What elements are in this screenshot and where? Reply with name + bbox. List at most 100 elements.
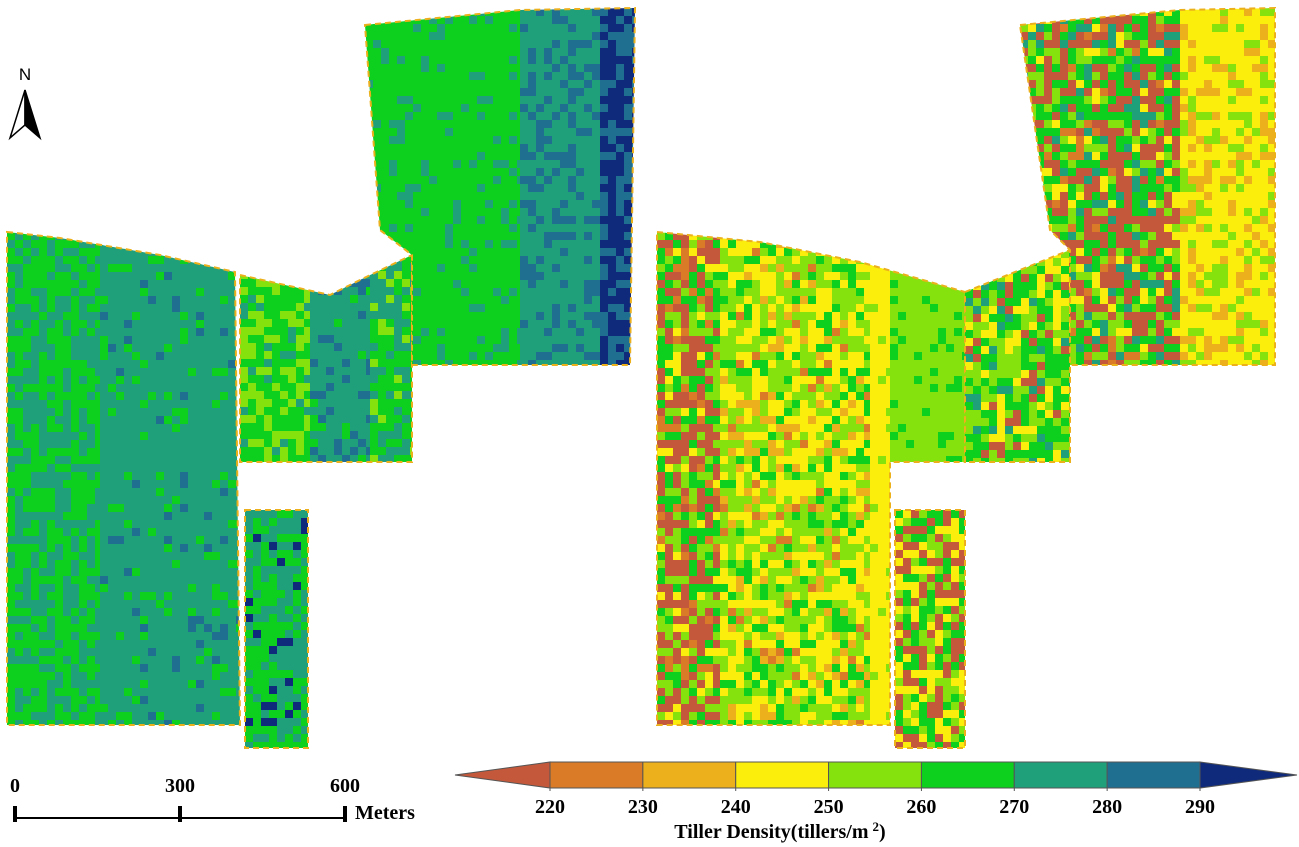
raster-cell: [132, 352, 141, 361]
raster-cell: [156, 656, 165, 665]
raster-cell: [373, 184, 382, 193]
raster-cell: [689, 600, 698, 609]
raster-cell: [673, 392, 682, 401]
raster-cell: [705, 440, 714, 449]
raster-cell: [421, 152, 430, 161]
raster-cell: [397, 64, 406, 73]
raster-cell: [164, 584, 173, 593]
raster-cell: [148, 280, 157, 289]
raster-cell: [657, 304, 666, 313]
raster-cell: [568, 352, 577, 361]
raster-cell: [245, 566, 254, 575]
raster-cell: [485, 184, 494, 193]
raster-cell: [140, 312, 149, 321]
raster-cell: [453, 272, 462, 281]
raster-cell: [310, 455, 319, 462]
raster-cell: [156, 440, 165, 449]
raster-cell: [47, 528, 56, 537]
raster-cell: [389, 80, 398, 89]
raster-cell: [592, 144, 601, 153]
raster-cell: [445, 160, 454, 169]
raster-cell: [657, 496, 666, 505]
raster-cell: [124, 632, 133, 641]
raster-cell: [429, 320, 438, 329]
raster-cell: [560, 224, 569, 233]
raster-cell: [87, 696, 96, 705]
raster-cell: [285, 510, 294, 519]
raster-cell: [713, 520, 722, 529]
raster-cell: [681, 640, 690, 649]
raster-cell: [148, 656, 157, 665]
raster-cell: [15, 376, 24, 385]
raster-cell: [180, 544, 189, 553]
raster-cell: [600, 96, 609, 105]
raster-cell: [15, 624, 24, 633]
raster-cell: [632, 344, 635, 353]
raster-cell: [140, 576, 149, 585]
raster-cell: [79, 336, 88, 345]
raster-cell: [212, 656, 221, 665]
raster-cell: [552, 64, 561, 73]
raster-cell: [705, 296, 714, 305]
raster-cell: [212, 576, 221, 585]
raster-cell: [705, 696, 714, 705]
raster-cell: [277, 710, 286, 719]
raster-cell: [689, 584, 698, 593]
raster-cell: [256, 303, 265, 312]
raster-cell: [405, 88, 414, 97]
raster-cell: [285, 566, 294, 575]
raster-cell: [453, 88, 462, 97]
raster-cell: [697, 640, 706, 649]
raster-cell: [269, 734, 278, 743]
raster-cell: [608, 88, 617, 97]
raster-cell: [405, 72, 414, 81]
raster-cell: [461, 360, 470, 365]
raster-cell: [520, 56, 529, 65]
raster-cell: [285, 702, 294, 711]
raster-cell: [509, 248, 518, 257]
raster-cell: [378, 439, 387, 448]
raster-cell: [100, 624, 109, 633]
raster-cell: [288, 455, 297, 462]
raster-cell: [616, 136, 625, 145]
raster-cell: [469, 160, 478, 169]
raster-cell: [261, 574, 270, 583]
raster-cell: [23, 352, 32, 361]
raster-cell: [536, 16, 545, 25]
raster-cell: [309, 614, 318, 623]
raster-cell: [373, 160, 382, 169]
raster-cell: [469, 232, 478, 241]
raster-cell: [23, 496, 32, 505]
raster-cell: [87, 264, 96, 273]
raster-cell: [236, 616, 240, 625]
raster-cell: [713, 376, 722, 385]
raster-cell: [720, 360, 729, 369]
raster-cell: [124, 720, 133, 725]
raster-cell: [256, 327, 265, 336]
raster-cell: [277, 702, 286, 711]
raster-cell: [63, 272, 72, 281]
raster-cell: [632, 256, 635, 265]
raster-cell: [47, 304, 56, 313]
raster-cell: [509, 80, 518, 89]
raster-cell: [437, 8, 446, 17]
raster-cell: [55, 680, 64, 689]
raster-cell: [608, 248, 617, 257]
raster-cell: [124, 616, 133, 625]
raster-cell: [394, 399, 403, 408]
raster-cell: [55, 632, 64, 641]
raster-cell: [55, 352, 64, 361]
raster-cell: [164, 496, 173, 505]
raster-cell: [736, 264, 745, 273]
raster-cell: [632, 72, 635, 81]
raster-cell: [461, 240, 470, 249]
raster-cell: [164, 440, 173, 449]
raster-cell: [728, 240, 737, 249]
raster-cell: [15, 304, 24, 313]
raster-cell: [124, 648, 133, 657]
raster-cell: [256, 447, 265, 456]
raster-cell: [429, 360, 438, 365]
raster-cell: [720, 512, 729, 521]
raster-cell: [397, 88, 406, 97]
raster-cell: [272, 375, 281, 384]
